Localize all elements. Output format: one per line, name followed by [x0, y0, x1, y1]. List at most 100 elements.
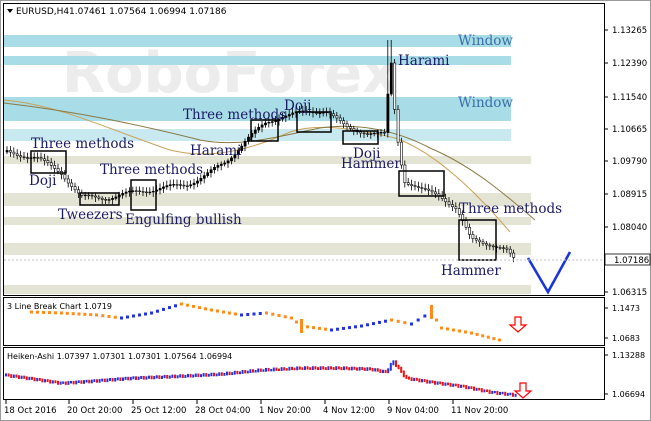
- candle-body: [168, 184, 172, 186]
- ha-bar: [322, 366, 325, 370]
- ha-bar: [23, 375, 26, 379]
- ha-bar: [483, 389, 486, 393]
- ha-bar: [304, 366, 306, 370]
- ha-bar: [293, 367, 296, 371]
- ha-bar: [101, 378, 104, 382]
- ha-bar: [226, 371, 228, 376]
- candle-body: [423, 188, 427, 190]
- watermark: RoboForex: [62, 41, 398, 106]
- ha-bar: [376, 368, 379, 372]
- label-three-methods: Three methods: [100, 162, 203, 178]
- lb-brick: [458, 329, 461, 333]
- lb-brick: [144, 312, 147, 316]
- ha-bar: [96, 379, 98, 383]
- label-harami: Harami: [190, 143, 242, 159]
- lb-brick: [410, 322, 413, 326]
- lb-brick: [354, 325, 357, 329]
- ha-bar: [356, 367, 358, 371]
- ha-bar: [7, 373, 10, 377]
- candle-body: [389, 62, 393, 95]
- candle-body: [100, 197, 104, 200]
- ha-bar: [309, 367, 312, 370]
- ha-bar: [374, 368, 377, 372]
- ha-bar: [272, 367, 275, 372]
- lb-brick: [342, 326, 345, 330]
- ha-bar: [314, 366, 317, 370]
- ha-bar: [33, 377, 36, 382]
- ha-bar: [140, 375, 143, 379]
- ha-bar: [415, 377, 418, 381]
- ha-bar: [83, 380, 85, 384]
- ha-bar: [202, 373, 205, 377]
- price-tick-label: 1.13265: [612, 26, 647, 36]
- candle-body: [66, 178, 70, 184]
- lb-brick: [498, 338, 501, 342]
- ha-bar: [265, 367, 267, 372]
- ha-bar: [64, 381, 67, 385]
- candle-body: [478, 239, 482, 243]
- ha-bar: [197, 373, 200, 378]
- time-axis[interactable]: 18 Oct 2016 20 Oct 20:00 25 Oct 12:00 28 Oc…: [4, 400, 508, 416]
- line-break-panel[interactable]: [3, 297, 605, 346]
- ha-bar: [270, 368, 273, 372]
- ha-bar: [382, 369, 384, 374]
- ha-bar: [85, 379, 88, 383]
- candle-body: [43, 158, 46, 161]
- lb-brick: [300, 319, 303, 333]
- ha-bar: [31, 376, 33, 380]
- candle-body: [199, 178, 203, 182]
- label-three-methods: Three methods: [31, 136, 134, 152]
- ha-bar: [168, 375, 171, 379]
- lb-brick: [71, 312, 75, 316]
- candle-body: [104, 199, 108, 201]
- ha-bar: [137, 376, 140, 380]
- candle-body: [114, 196, 118, 199]
- lb-brick: [42, 310, 45, 314]
- lb-brick: [440, 326, 443, 330]
- ha-bar: [408, 376, 410, 380]
- candle-body: [70, 182, 74, 187]
- ha-bar: [340, 367, 343, 371]
- ha-bar: [283, 367, 286, 371]
- candle-body: [267, 121, 271, 124]
- ha-bar: [428, 380, 431, 384]
- candle-body: [491, 245, 495, 248]
- price-scale[interactable]: 1.13265 1.12390 1.11540 1.10665 1.09790 1.089…: [604, 26, 647, 298]
- ha-bar: [298, 366, 301, 370]
- ha-bar: [366, 367, 369, 371]
- ha-bar: [447, 382, 449, 386]
- lb-brick: [290, 316, 293, 320]
- ha-bar: [278, 368, 280, 371]
- ha-bar: [397, 364, 400, 370]
- candle-body: [94, 195, 97, 198]
- ha-bar: [233, 370, 236, 375]
- candle-body: [165, 185, 169, 188]
- heiken-ashi-panel[interactable]: [3, 347, 605, 400]
- ha-bar: [93, 379, 96, 383]
- ha-bar: [5, 373, 7, 377]
- lb-brick: [228, 311, 231, 315]
- ha-bar: [330, 366, 332, 370]
- candle-body: [9, 150, 12, 153]
- lb-brick: [156, 309, 159, 313]
- candle-body: [121, 193, 125, 196]
- ha-bar: [189, 373, 192, 378]
- lb-brick: [113, 315, 117, 319]
- candle-body: [410, 184, 414, 186]
- lb-brick: [180, 302, 183, 306]
- ha-bar: [28, 376, 31, 381]
- triangle-down-icon[interactable]: [7, 9, 13, 13]
- ma-fast-line: [3, 99, 511, 233]
- ha-bar: [236, 370, 239, 375]
- candle-body: [464, 220, 468, 228]
- ha-bar: [311, 366, 314, 370]
- ha-bar: [317, 367, 319, 371]
- chart-header: EURUSD,H4 1.07461 1.07564 1.06994 1.0718…: [7, 7, 227, 17]
- ha-tick: 1.13288: [612, 351, 645, 360]
- candle-body: [226, 160, 230, 164]
- ha-bar: [348, 367, 351, 371]
- ha-bar: [413, 377, 416, 382]
- candle-body: [213, 167, 216, 171]
- candle-body: [457, 208, 461, 215]
